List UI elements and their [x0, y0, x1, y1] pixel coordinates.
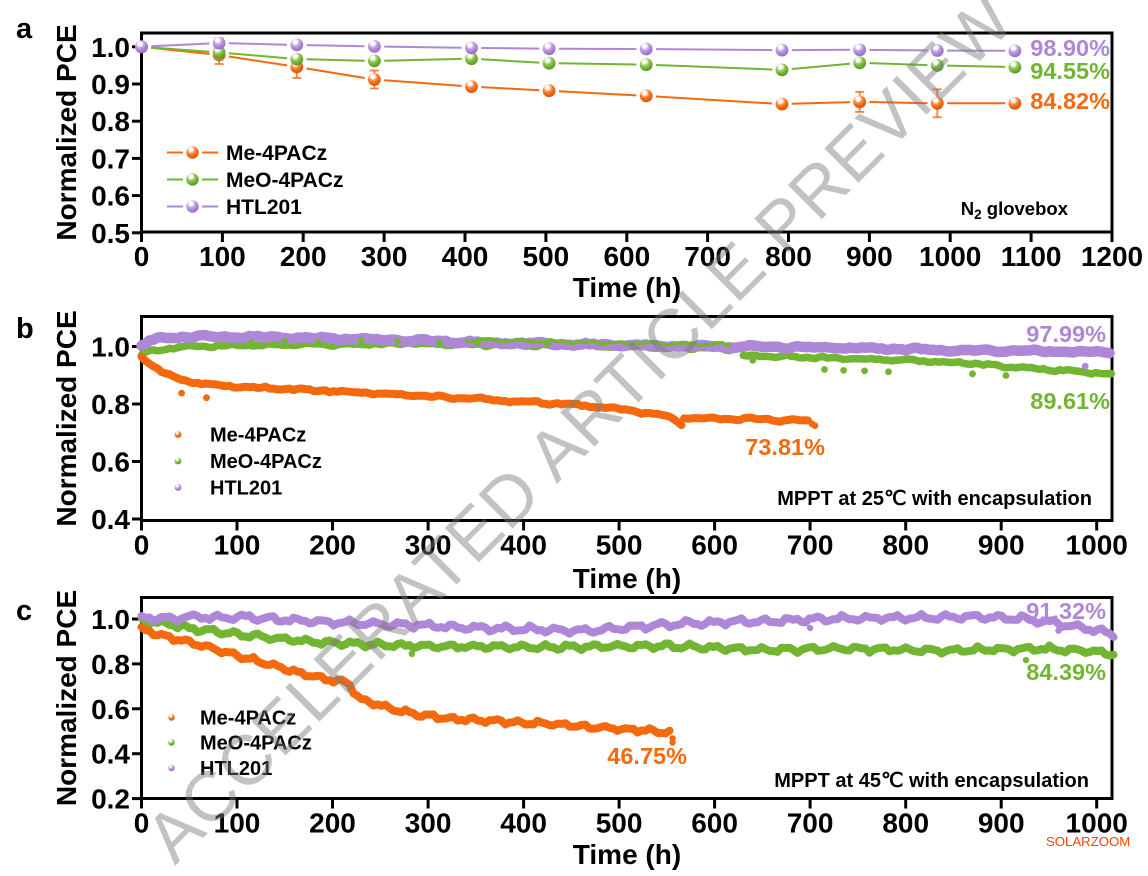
svg-text:HTL201: HTL201 [200, 758, 272, 780]
svg-text:0: 0 [134, 241, 150, 272]
svg-text:0.6: 0.6 [91, 694, 130, 725]
svg-text:73.81%: 73.81% [745, 434, 825, 460]
svg-text:Normalized PCE: Normalized PCE [51, 24, 82, 240]
svg-text:200: 200 [309, 530, 356, 561]
svg-text:MPPT at 25℃ with encapsulation: MPPT at 25℃ with encapsulation [777, 488, 1092, 510]
svg-text:0.4: 0.4 [91, 504, 130, 535]
svg-text:300: 300 [405, 808, 452, 839]
svg-text:0.7: 0.7 [91, 143, 130, 174]
svg-text:700: 700 [787, 808, 834, 839]
svg-text:300: 300 [361, 241, 408, 272]
svg-text:200: 200 [280, 241, 327, 272]
svg-text:0.9: 0.9 [91, 69, 130, 100]
svg-text:c: c [16, 595, 32, 627]
svg-text:0.8: 0.8 [91, 389, 130, 420]
svg-text:b: b [16, 313, 34, 345]
svg-text:HTL201: HTL201 [210, 478, 282, 500]
svg-text:1000: 1000 [1066, 530, 1128, 561]
svg-text:0.5: 0.5 [91, 218, 130, 249]
svg-text:89.61%: 89.61% [1030, 388, 1110, 414]
svg-text:500: 500 [596, 808, 643, 839]
svg-text:0.8: 0.8 [91, 649, 130, 680]
svg-text:0: 0 [134, 808, 150, 839]
svg-text:800: 800 [765, 241, 812, 272]
svg-text:Me-4PACz: Me-4PACz [200, 708, 296, 730]
svg-text:700: 700 [787, 530, 834, 561]
svg-text:91.32%: 91.32% [1026, 598, 1106, 624]
svg-text:400: 400 [442, 241, 489, 272]
svg-text:Me-4PACz: Me-4PACz [226, 142, 327, 165]
svg-text:800: 800 [882, 808, 929, 839]
svg-text:MeO-4PACz: MeO-4PACz [226, 169, 343, 192]
svg-text:46.75%: 46.75% [607, 743, 687, 769]
svg-text:1.0: 1.0 [91, 332, 130, 363]
svg-text:MeO-4PACz: MeO-4PACz [200, 733, 312, 755]
svg-text:SOLARZOOM: SOLARZOOM [1046, 834, 1130, 849]
svg-text:600: 600 [603, 241, 650, 272]
svg-text:Me-4PACz: Me-4PACz [210, 425, 306, 447]
svg-text:HTL201: HTL201 [226, 196, 302, 219]
svg-text:900: 900 [978, 808, 1025, 839]
svg-text:500: 500 [596, 530, 643, 561]
svg-text:Normalized PCE: Normalized PCE [51, 590, 82, 806]
svg-text:100: 100 [214, 808, 261, 839]
svg-text:200: 200 [309, 808, 356, 839]
svg-text:Time (h): Time (h) [573, 563, 681, 594]
svg-text:Time (h): Time (h) [573, 272, 681, 303]
svg-text:98.90%: 98.90% [1030, 35, 1110, 61]
svg-text:0.4: 0.4 [91, 739, 130, 770]
svg-text:1.0: 1.0 [91, 604, 130, 635]
svg-text:500: 500 [523, 241, 570, 272]
svg-text:1200: 1200 [1081, 241, 1143, 272]
svg-text:100: 100 [214, 530, 261, 561]
svg-text:N2 glovebox: N2 glovebox [961, 198, 1069, 222]
svg-text:84.82%: 84.82% [1030, 88, 1110, 114]
svg-text:0.6: 0.6 [91, 447, 130, 478]
svg-text:100: 100 [199, 241, 246, 272]
svg-text:MeO-4PACz: MeO-4PACz [210, 451, 322, 473]
svg-text:0.2: 0.2 [91, 784, 130, 815]
svg-text:a: a [16, 13, 33, 45]
svg-text:300: 300 [405, 530, 452, 561]
svg-text:400: 400 [500, 808, 547, 839]
svg-text:400: 400 [500, 530, 547, 561]
svg-text:1.0: 1.0 [91, 32, 130, 63]
svg-text:800: 800 [882, 530, 929, 561]
svg-text:600: 600 [691, 808, 738, 839]
svg-text:900: 900 [978, 530, 1025, 561]
svg-text:0: 0 [134, 530, 150, 561]
svg-text:1000: 1000 [919, 241, 981, 272]
svg-text:0.6: 0.6 [91, 181, 130, 212]
svg-text:84.39%: 84.39% [1026, 659, 1106, 685]
svg-text:1000: 1000 [1066, 808, 1128, 839]
svg-text:0.8: 0.8 [91, 106, 130, 137]
svg-text:1100: 1100 [1001, 241, 1062, 272]
svg-text:700: 700 [684, 241, 731, 272]
svg-text:97.99%: 97.99% [1026, 321, 1106, 347]
svg-text:900: 900 [846, 241, 893, 272]
svg-text:94.55%: 94.55% [1030, 58, 1110, 84]
svg-text:600: 600 [691, 530, 738, 561]
svg-text:MPPT at 45℃ with encapsulation: MPPT at 45℃ with encapsulation [774, 770, 1089, 792]
svg-text:Normalized PCE: Normalized PCE [51, 310, 82, 526]
svg-text:Time (h): Time (h) [573, 839, 681, 870]
